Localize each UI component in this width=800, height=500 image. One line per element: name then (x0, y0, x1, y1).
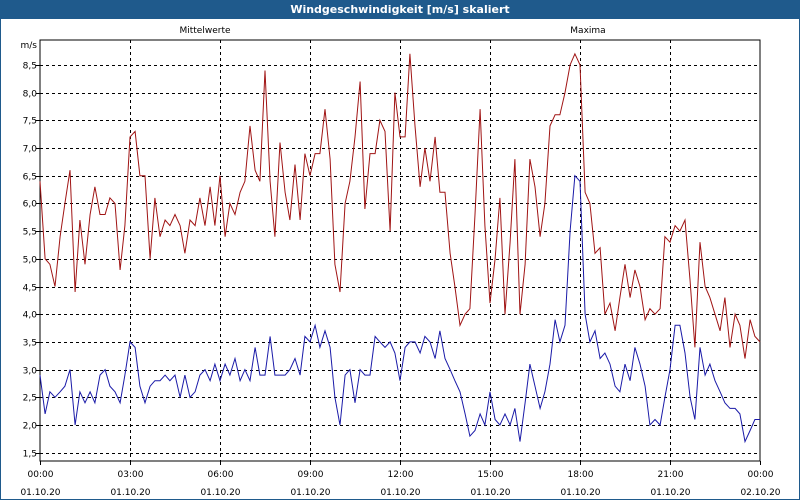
x-tick-label-date: 01.10.20 (470, 488, 510, 498)
y-tick-label: 4,0 (23, 311, 38, 321)
x-tick-label-date: 01.10.20 (290, 488, 330, 498)
y-tick-label: 4,5 (23, 284, 37, 294)
x-tick-label-time: 06:00 (208, 470, 234, 480)
x-tick-label-date: 02.10.20 (740, 488, 780, 498)
x-tick-label-time: 21:00 (658, 470, 684, 480)
x-tick-label-time: 12:00 (388, 470, 414, 480)
y-tick-label: 7,0 (23, 145, 38, 155)
legend-label-mittelwerte: Mittelwerte (179, 26, 230, 36)
x-tick-label-date: 01.10.20 (110, 488, 150, 498)
x-tick-label-time: 00:00 (748, 470, 774, 480)
window-title: Windgeschwindigkeit [m/s] skaliert (0, 0, 800, 19)
x-tick-label-date: 01.10.20 (200, 488, 240, 498)
x-tick-label-time: 00:00 (28, 470, 54, 480)
y-tick-label: 1,5 (23, 450, 37, 460)
x-tick-label-time: 15:00 (478, 470, 504, 480)
y-tick-label: 8,0 (23, 90, 38, 100)
y-tick-label: 6,5 (23, 173, 37, 183)
y-tick-label: 5,5 (23, 228, 37, 238)
y-tick-label: 8,5 (23, 62, 37, 72)
x-tick-label-date: 01.10.20 (560, 488, 600, 498)
y-tick-label: 3,0 (23, 367, 38, 377)
y-tick-label: 6,0 (23, 200, 38, 210)
y-tick-label: 3,5 (23, 339, 37, 349)
legend-label-maxima: Maxima (570, 26, 605, 36)
series-line-mittelwerte (39, 174, 760, 444)
x-tick-label-time: 03:00 (118, 470, 144, 480)
x-tick-label-date: 01.10.20 (20, 488, 60, 498)
x-tick-label-time: 09:00 (298, 470, 324, 480)
y-tick-label: 5,0 (23, 256, 38, 266)
y-tick-label: 2,0 (23, 422, 38, 432)
y-axis-label: m/s (21, 41, 38, 51)
x-tick-label-date: 01.10.20 (380, 488, 420, 498)
x-tick-label-date: 01.10.20 (650, 488, 690, 498)
x-tick-label-time: 18:00 (568, 470, 594, 480)
y-tick-label: 7,5 (23, 117, 37, 127)
y-tick-label: 2,5 (23, 394, 37, 404)
series-line-maxima (39, 52, 761, 359)
